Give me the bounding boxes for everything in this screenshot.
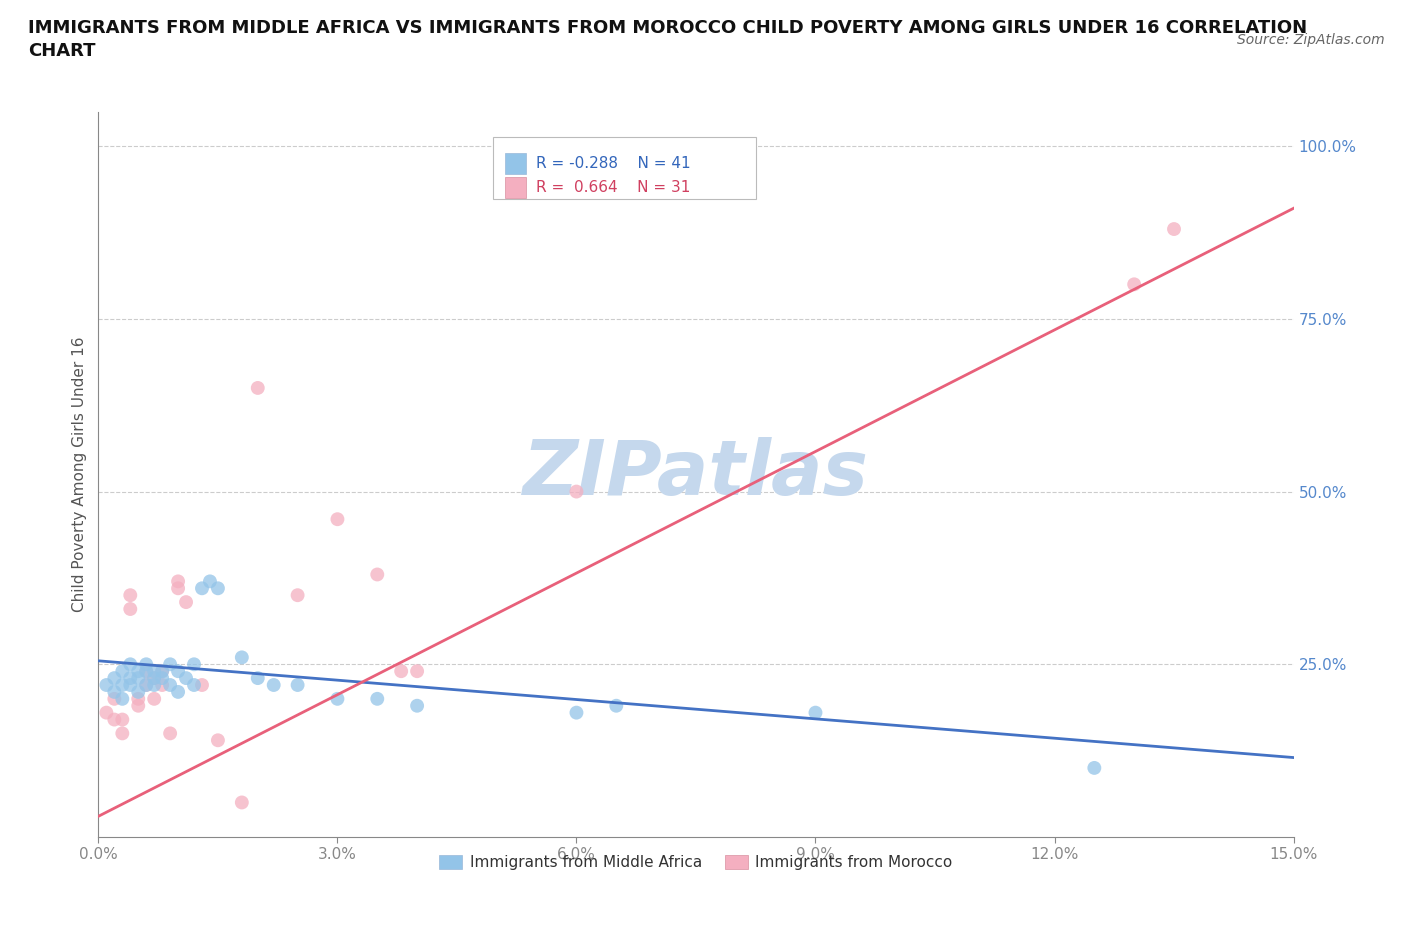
Point — [143, 671, 166, 685]
Point — [127, 684, 149, 699]
Bar — [505, 177, 526, 198]
Point — [207, 581, 229, 596]
Point — [143, 664, 166, 679]
Point — [103, 691, 125, 706]
Point — [120, 602, 142, 617]
Point — [366, 691, 388, 706]
Point — [406, 698, 429, 713]
Point — [191, 581, 214, 596]
Point — [150, 664, 173, 679]
Point — [103, 684, 125, 699]
Point — [1163, 221, 1185, 236]
Point — [135, 678, 157, 693]
Point — [174, 594, 197, 609]
Point — [111, 678, 134, 693]
Point — [135, 657, 157, 671]
Point — [103, 671, 125, 685]
Point — [111, 691, 134, 706]
Point — [263, 678, 285, 693]
Point — [605, 698, 627, 713]
Point — [159, 657, 181, 671]
Point — [174, 671, 197, 685]
Text: Source: ZipAtlas.com: Source: ZipAtlas.com — [1237, 33, 1385, 46]
Point — [103, 712, 125, 727]
Bar — [505, 153, 526, 175]
Y-axis label: Child Poverty Among Girls Under 16: Child Poverty Among Girls Under 16 — [72, 337, 87, 612]
Point — [111, 726, 134, 741]
Point — [326, 691, 349, 706]
Point — [167, 684, 190, 699]
Point — [120, 678, 142, 693]
Text: R =  0.664    N = 31: R = 0.664 N = 31 — [536, 180, 690, 195]
Point — [231, 795, 253, 810]
Point — [231, 650, 253, 665]
Point — [287, 588, 309, 603]
Point — [207, 733, 229, 748]
Point — [246, 671, 269, 685]
Point — [143, 691, 166, 706]
Point — [246, 380, 269, 395]
Point — [150, 664, 173, 679]
Point — [565, 705, 588, 720]
Point — [96, 705, 118, 720]
Point — [127, 671, 149, 685]
Point — [143, 671, 166, 685]
Bar — [494, 137, 756, 199]
Point — [167, 574, 190, 589]
Point — [127, 698, 149, 713]
Point — [111, 712, 134, 727]
Point — [406, 664, 429, 679]
Point — [804, 705, 827, 720]
Text: ZIPatlas: ZIPatlas — [523, 437, 869, 512]
Point — [120, 588, 142, 603]
Point — [287, 678, 309, 693]
Point — [111, 664, 134, 679]
Point — [167, 581, 190, 596]
Point — [366, 567, 388, 582]
Point — [159, 678, 181, 693]
Point — [143, 678, 166, 693]
Point — [135, 664, 157, 679]
Point — [120, 671, 142, 685]
Point — [565, 485, 588, 499]
Point — [120, 657, 142, 671]
Point — [326, 512, 349, 526]
Point — [150, 671, 173, 685]
Point — [183, 678, 205, 693]
Point — [198, 574, 221, 589]
Point — [127, 664, 149, 679]
Point — [167, 664, 190, 679]
Legend: Immigrants from Middle Africa, Immigrants from Morocco: Immigrants from Middle Africa, Immigrant… — [433, 849, 959, 876]
Text: R = -0.288    N = 41: R = -0.288 N = 41 — [536, 156, 690, 171]
Point — [183, 657, 205, 671]
Point — [389, 664, 412, 679]
Point — [191, 678, 214, 693]
Point — [150, 678, 173, 693]
Point — [1083, 761, 1105, 776]
Point — [135, 664, 157, 679]
Text: IMMIGRANTS FROM MIDDLE AFRICA VS IMMIGRANTS FROM MOROCCO CHILD POVERTY AMONG GIR: IMMIGRANTS FROM MIDDLE AFRICA VS IMMIGRA… — [28, 19, 1308, 60]
Point — [1123, 277, 1146, 292]
Point — [127, 691, 149, 706]
Point — [135, 678, 157, 693]
Point — [159, 726, 181, 741]
Point — [96, 678, 118, 693]
